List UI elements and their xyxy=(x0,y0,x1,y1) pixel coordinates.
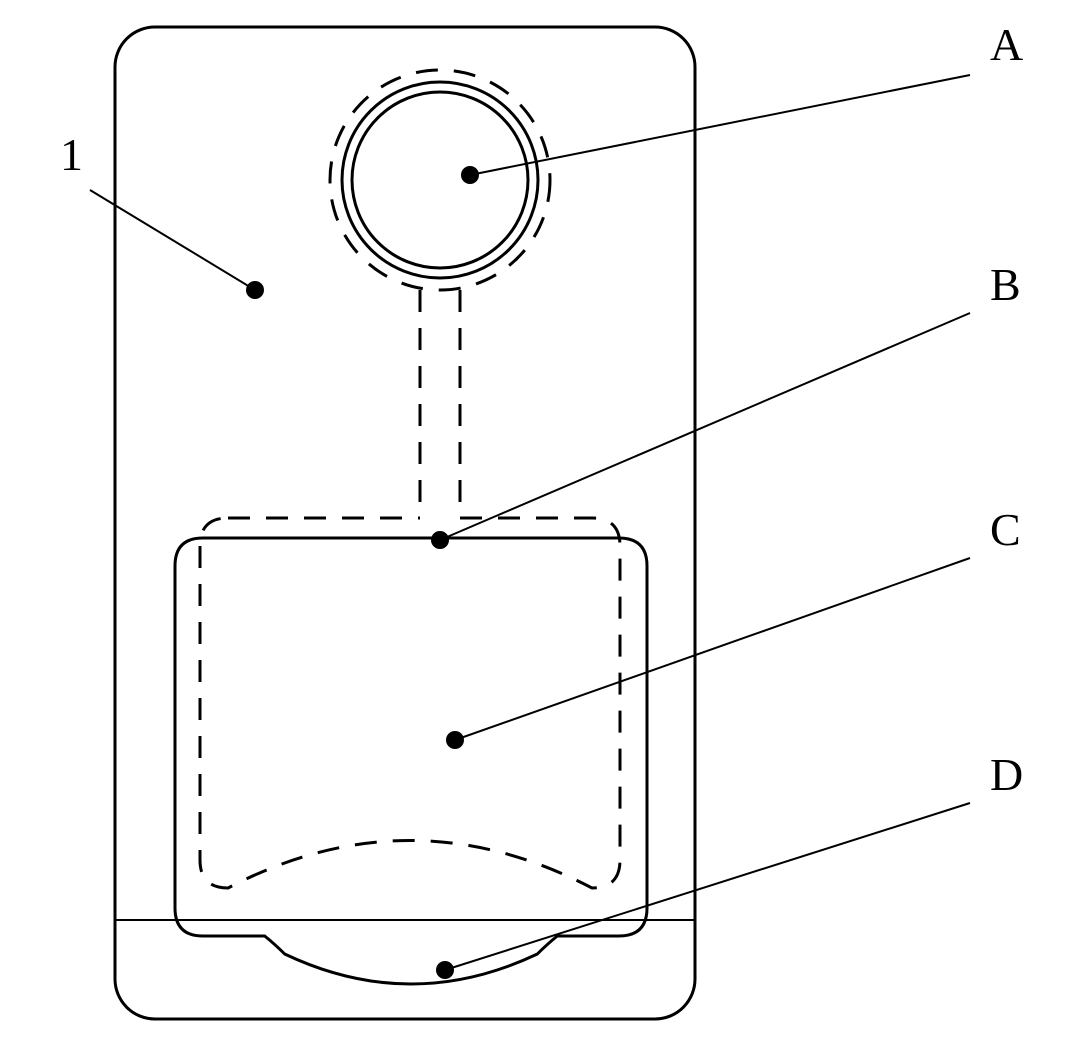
port-ring-inner xyxy=(352,92,528,268)
label-B: B xyxy=(990,259,1021,310)
anchor-dot-A xyxy=(461,166,479,184)
label-D: D xyxy=(990,749,1023,800)
anchor-dot-B xyxy=(431,531,449,549)
anchor-dot-1 xyxy=(246,281,264,299)
label-1: 1 xyxy=(60,129,83,180)
anchor-dot-C xyxy=(446,731,464,749)
leader-A xyxy=(470,75,970,175)
solid-panel xyxy=(175,538,647,984)
leader-C xyxy=(455,558,970,740)
anchor-dot-D xyxy=(436,961,454,979)
port-outer-dashed xyxy=(330,70,550,290)
leader-B xyxy=(440,313,970,540)
label-C: C xyxy=(990,504,1021,555)
label-A: A xyxy=(990,19,1023,70)
leader-D xyxy=(445,803,970,970)
port-ring-mid xyxy=(342,82,538,278)
